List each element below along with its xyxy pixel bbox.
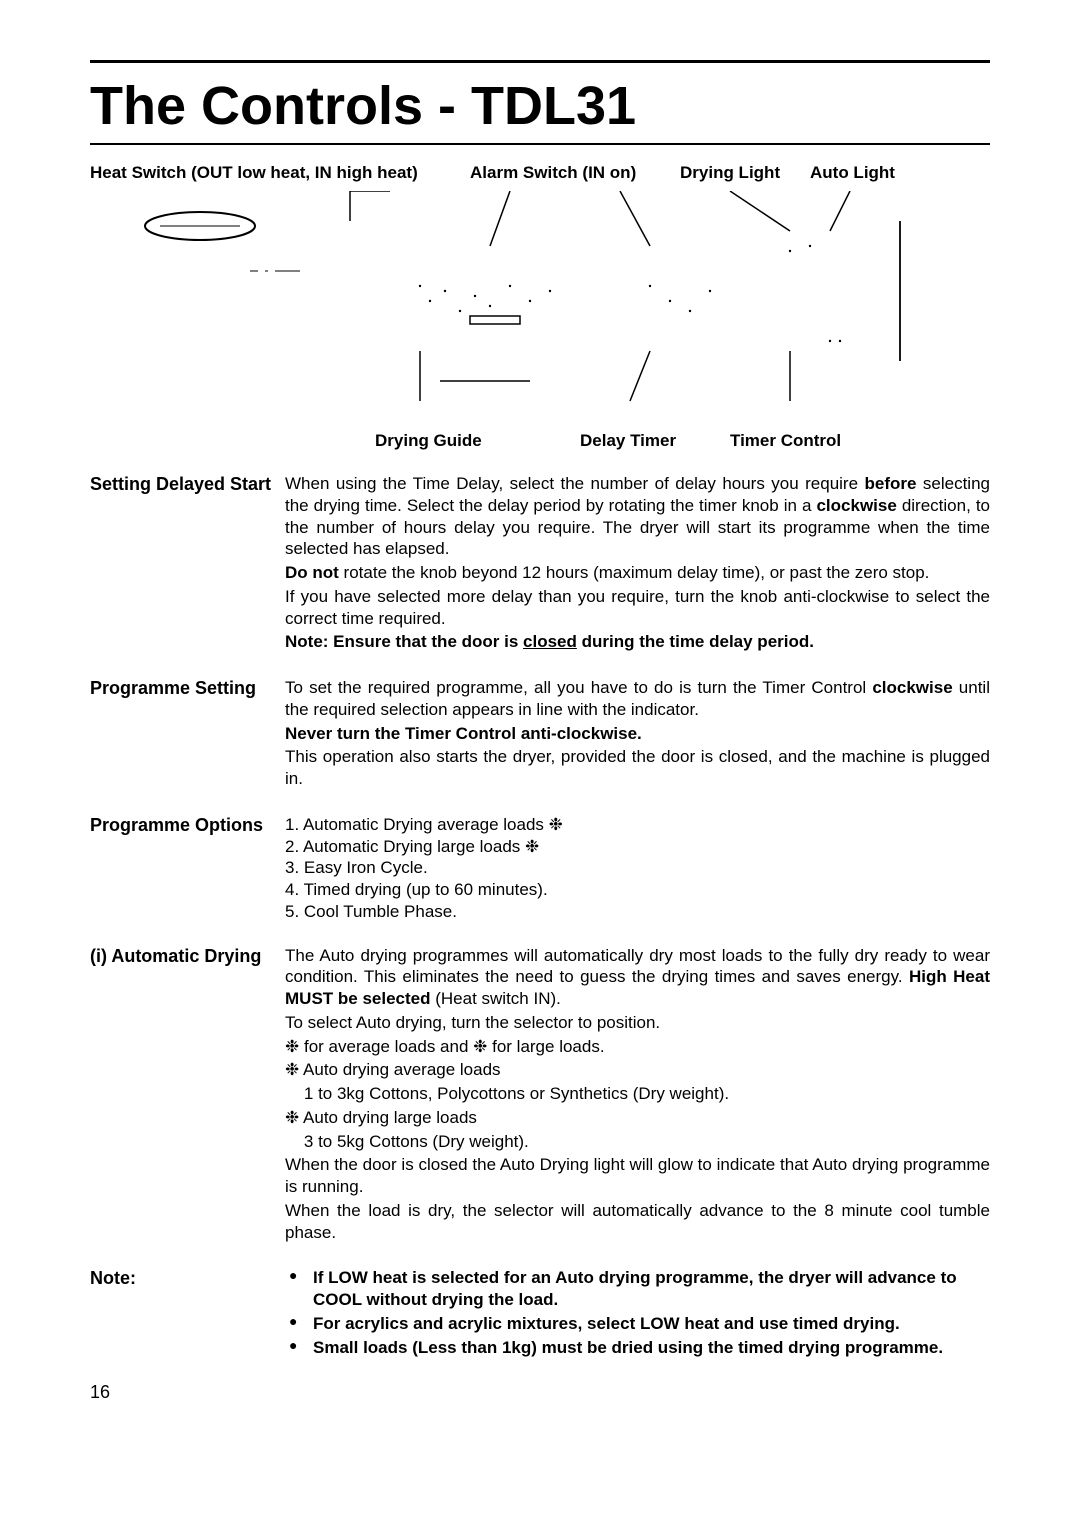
text: 3 to 5kg Cottons (Dry weight).	[285, 1131, 990, 1153]
rule-top	[90, 60, 990, 63]
text-bold: Do not	[285, 563, 339, 582]
label-auto-light: Auto Light	[810, 163, 895, 183]
section-delayed-start: Setting Delayed Start When using the Tim…	[90, 473, 990, 655]
label-drying-light: Drying Light	[680, 163, 780, 183]
section-programme-setting: Programme Setting To set the required pr…	[90, 677, 990, 792]
heading-note: Note:	[90, 1267, 285, 1360]
rule-mid	[90, 143, 990, 145]
diagram-top-labels: Heat Switch (OUT low heat, IN high heat)…	[90, 163, 990, 185]
text: ❉ for average loads and ❉ for large load…	[285, 1036, 990, 1058]
text: If you have selected more delay than you…	[285, 586, 990, 630]
text: When the load is dry, the selector will …	[285, 1200, 990, 1244]
text: 1 to 3kg Cottons, Polycottons or Synthet…	[285, 1083, 990, 1105]
diagram-svg	[90, 191, 990, 431]
text-bold: Never turn the Timer Control anti-clockw…	[285, 724, 642, 743]
text: rotate the knob beyond 12 hours (maximum…	[339, 563, 930, 582]
text-bold: Note: Ensure that the door is	[285, 632, 523, 651]
section-programme-options: Programme Options 1. Automatic Drying av…	[90, 814, 990, 923]
text: This operation also starts the dryer, pr…	[285, 746, 990, 790]
section-note: Note: If LOW heat is selected for an Aut…	[90, 1267, 990, 1360]
text: To select Auto drying, turn the selector…	[285, 1012, 990, 1034]
text-underline: closed	[523, 632, 577, 651]
body-programme-setting: To set the required programme, all you h…	[285, 677, 990, 792]
label-delay-timer: Delay Timer	[580, 431, 676, 451]
text: When using the Time Delay, select the nu…	[285, 474, 864, 493]
text: ❉ Auto drying average loads	[285, 1059, 990, 1081]
text: To set the required programme, all you h…	[285, 678, 872, 697]
text: The Auto drying programmes will automati…	[285, 946, 990, 987]
body-programme-options: 1. Automatic Drying average loads ❉ 2. A…	[285, 814, 990, 923]
text: ❉ Auto drying large loads	[285, 1107, 990, 1129]
label-heat-switch: Heat Switch (OUT low heat, IN high heat)	[90, 163, 418, 183]
label-drying-guide: Drying Guide	[375, 431, 482, 451]
text: When the door is closed the Auto Drying …	[285, 1154, 990, 1198]
manual-page: The Controls - TDL31 Heat Switch (OUT lo…	[0, 0, 1080, 1443]
text-bold: clockwise	[816, 496, 896, 515]
body-delayed-start: When using the Time Delay, select the nu…	[285, 473, 990, 655]
label-alarm-switch: Alarm Switch (IN on)	[470, 163, 636, 183]
option-3: 3. Easy Iron Cycle.	[285, 857, 990, 879]
note-bullet-2: For acrylics and acrylic mixtures, selec…	[285, 1313, 990, 1335]
page-title: The Controls - TDL31	[90, 75, 990, 137]
heading-programme-setting: Programme Setting	[90, 677, 285, 792]
control-panel-diagram	[90, 191, 990, 431]
note-bullet-1: If LOW heat is selected for an Auto dryi…	[285, 1267, 990, 1311]
text-bold: before	[864, 474, 916, 493]
page-number: 16	[90, 1382, 990, 1403]
body-auto-drying: The Auto drying programmes will automati…	[285, 945, 990, 1246]
section-auto-drying: (i) Automatic Drying The Auto drying pro…	[90, 945, 990, 1246]
diagram-bottom-labels: Drying Guide Delay Timer Timer Control	[90, 431, 990, 455]
option-4: 4. Timed drying (up to 60 minutes).	[285, 879, 990, 901]
option-5: 5. Cool Tumble Phase.	[285, 901, 990, 923]
option-2: 2. Automatic Drying large loads ❉	[285, 836, 990, 858]
heading-auto-drying: (i) Automatic Drying	[90, 945, 285, 1246]
heading-programme-options: Programme Options	[90, 814, 285, 923]
text-bold: clockwise	[872, 678, 952, 697]
label-timer-control: Timer Control	[730, 431, 841, 451]
heading-delayed-start: Setting Delayed Start	[90, 473, 285, 655]
text-bold: during the time delay period.	[577, 632, 814, 651]
body-note: If LOW heat is selected for an Auto dryi…	[285, 1267, 990, 1360]
text: (Heat switch IN).	[431, 989, 561, 1008]
note-bullet-3: Small loads (Less than 1kg) must be drie…	[285, 1337, 990, 1359]
option-1: 1. Automatic Drying average loads ❉	[285, 814, 990, 836]
